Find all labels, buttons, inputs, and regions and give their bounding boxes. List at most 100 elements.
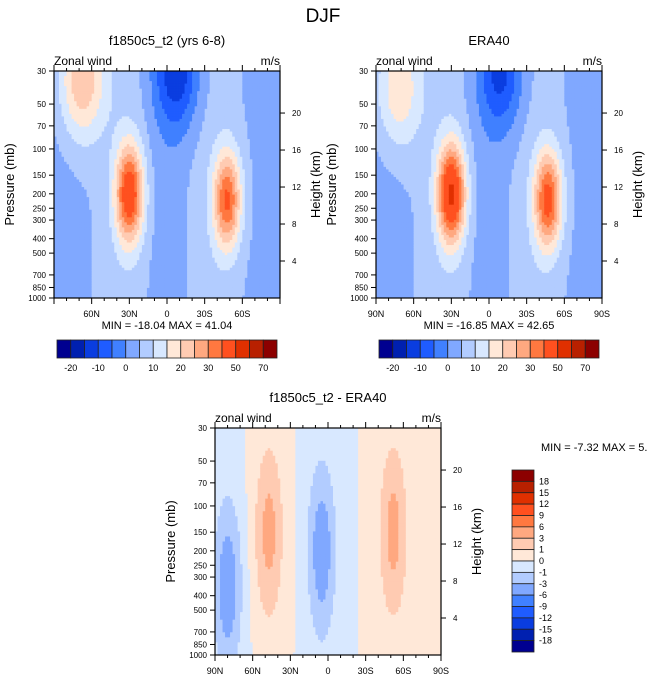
contour-cell	[106, 262, 110, 266]
contour-cell	[189, 224, 193, 228]
contour-cell	[159, 222, 163, 226]
contour-cell	[136, 73, 140, 77]
contour-cell	[121, 265, 125, 269]
contour-cell	[84, 197, 88, 201]
contour-cell	[109, 275, 113, 279]
contour-cell	[131, 136, 135, 140]
contour-cell	[91, 181, 95, 185]
contour-cell	[59, 96, 62, 100]
contour-cell	[111, 217, 115, 221]
contour-cell	[56, 106, 60, 110]
contour-cell	[174, 144, 178, 148]
contour-cell	[71, 207, 75, 211]
contour-cell	[96, 139, 100, 143]
contour-cell	[159, 116, 163, 120]
contour-cell	[146, 245, 150, 248]
contour-cell	[136, 146, 140, 150]
contour-cell	[84, 136, 88, 140]
contour-cell	[59, 164, 62, 168]
contour-cell	[69, 224, 72, 228]
contour-cell	[74, 265, 77, 269]
contour-cell	[79, 255, 83, 259]
contour-cell	[71, 257, 75, 261]
contour-cell	[174, 237, 178, 241]
contour-cell	[126, 98, 130, 102]
contour-cell	[76, 126, 80, 130]
contour-cell	[114, 222, 118, 226]
contour-cell	[129, 103, 133, 107]
contour-cell	[136, 214, 140, 218]
contour-cell	[124, 242, 128, 246]
contour-cell	[61, 204, 65, 208]
contour-cell	[141, 207, 145, 211]
contour-cell	[129, 108, 133, 112]
contour-cell	[66, 159, 70, 163]
contour-cell	[169, 277, 173, 281]
contour-cell	[94, 232, 98, 236]
contour-cell	[69, 91, 72, 95]
contour-cell	[106, 250, 110, 253]
contour-cell	[69, 222, 72, 226]
contour-cell	[116, 76, 120, 79]
contour-cell	[159, 287, 163, 291]
contour-cell	[126, 171, 130, 175]
contour-cell	[64, 224, 67, 228]
contour-cell	[96, 131, 100, 135]
contour-cell	[61, 270, 65, 274]
contour-cell	[64, 247, 67, 251]
contour-cell	[131, 272, 135, 276]
contour-cell	[169, 164, 173, 168]
contour-cell	[74, 98, 77, 102]
contour-cell	[91, 212, 95, 216]
contour-cell	[167, 113, 170, 117]
contour-cell	[119, 237, 123, 241]
contour-cell	[179, 136, 183, 140]
contour-cell	[141, 154, 145, 158]
contour-cell	[179, 247, 183, 251]
contour-cell	[167, 229, 170, 233]
contour-cell	[79, 262, 83, 266]
contour-cell	[187, 250, 190, 253]
contour-cell	[139, 129, 143, 132]
contour-cell	[187, 101, 190, 105]
contour-cell	[64, 237, 67, 241]
contour-cell	[144, 116, 148, 120]
contour-cell	[116, 257, 120, 261]
contour-cell	[116, 108, 120, 112]
contour-cell	[161, 270, 165, 274]
contour-cell	[167, 257, 170, 261]
contour-cell	[101, 149, 105, 153]
contour-cell	[172, 123, 175, 127]
contour-cell	[69, 265, 72, 269]
contour-cell	[69, 134, 72, 137]
contour-cell	[89, 111, 93, 115]
contour-cell	[114, 81, 118, 85]
contour-cell	[89, 73, 93, 77]
contour-cell	[164, 187, 168, 190]
contour-cell	[131, 93, 135, 97]
contour-cell	[76, 154, 80, 158]
contour-cell	[114, 199, 118, 203]
contour-cell	[119, 108, 123, 112]
contour-cell	[121, 255, 125, 259]
contour-cell	[136, 287, 140, 291]
contour-cell	[121, 93, 125, 97]
contour-cell	[144, 98, 148, 102]
contour-cell	[189, 219, 193, 223]
contour-cell	[164, 290, 168, 294]
contour-cell	[136, 209, 140, 213]
contour-cell	[164, 166, 168, 170]
contour-cell	[169, 290, 173, 294]
contour-cell	[169, 136, 173, 140]
contour-cell	[124, 280, 128, 284]
contour-cell	[81, 252, 85, 256]
contour-cell	[184, 156, 188, 160]
contour-cell	[91, 123, 95, 127]
contour-cell	[59, 111, 62, 115]
contour-cell	[104, 96, 108, 100]
contour-cell	[146, 141, 150, 145]
contour-cell	[71, 108, 75, 112]
contour-cell	[124, 73, 128, 77]
contour-cell	[69, 239, 72, 243]
contour-cell	[172, 134, 175, 137]
